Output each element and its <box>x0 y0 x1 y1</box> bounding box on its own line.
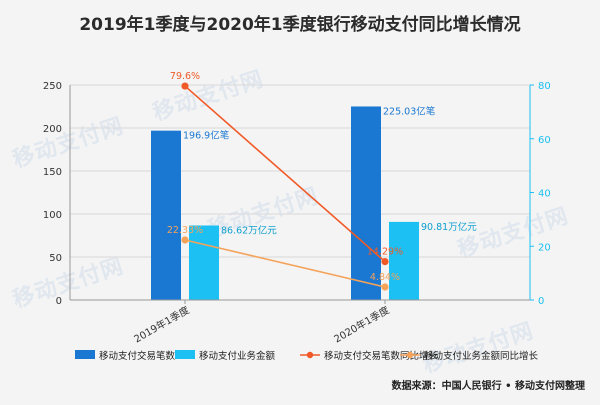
right-axis-tick-label: 80 <box>538 81 551 92</box>
legend-label: 移动支付交易笔数同比增长 <box>324 350 439 362</box>
line-data-label: 22.33% <box>167 225 203 236</box>
left-axis-tick-label: 0 <box>56 296 62 307</box>
series-line <box>184 85 386 263</box>
category-label: 2019年1季度 <box>131 303 191 345</box>
legend-swatch <box>306 351 314 359</box>
bar-data-label: 86.62万亿元 <box>221 225 277 237</box>
chart-title: 2019年1季度与2020年1季度银行移动支付同比增长情况 <box>79 14 520 35</box>
line-data-label: 79.6% <box>170 71 200 82</box>
left-axis-tick-label: 250 <box>43 81 62 92</box>
left-axis-tick-label: 100 <box>43 210 62 221</box>
left-axis-tick-label: 50 <box>49 253 62 264</box>
left-axis-tick-label: 200 <box>43 124 62 135</box>
series-point <box>381 283 389 291</box>
bar <box>351 106 381 300</box>
bar-data-label: 225.03亿笔 <box>383 105 435 117</box>
legend-swatch <box>175 350 195 359</box>
bar-data-label: 90.81万亿元 <box>421 221 477 233</box>
left-axis-tick-label: 150 <box>43 167 62 178</box>
line-data-label: 14.29% <box>367 247 403 258</box>
legend-label: 移动支付交易笔数 <box>99 350 176 362</box>
series-point <box>181 82 189 90</box>
right-axis-tick-label: 40 <box>538 189 551 200</box>
series-point <box>181 236 189 244</box>
bar <box>389 221 419 300</box>
line-data-label: 4.84% <box>370 272 400 283</box>
series-point <box>381 257 389 266</box>
bar-data-label: 196.9亿笔 <box>183 130 229 142</box>
right-axis-tick-label: 20 <box>538 242 551 253</box>
legend-swatch <box>75 350 95 359</box>
legend-label: 移动支付业务金额同比增长 <box>424 350 539 362</box>
category-label: 2020年1季度 <box>331 303 391 345</box>
right-axis-tick-label: 60 <box>538 135 551 146</box>
bar <box>189 225 219 300</box>
legend-label: 移动支付业务金额 <box>199 350 276 362</box>
right-axis-tick-label: 0 <box>538 296 544 307</box>
series-line <box>184 239 386 288</box>
legend-swatch <box>406 351 414 359</box>
bar <box>151 130 181 300</box>
source-note: 数据来源：中国人民银行 • 移动支付网整理 <box>392 379 585 392</box>
